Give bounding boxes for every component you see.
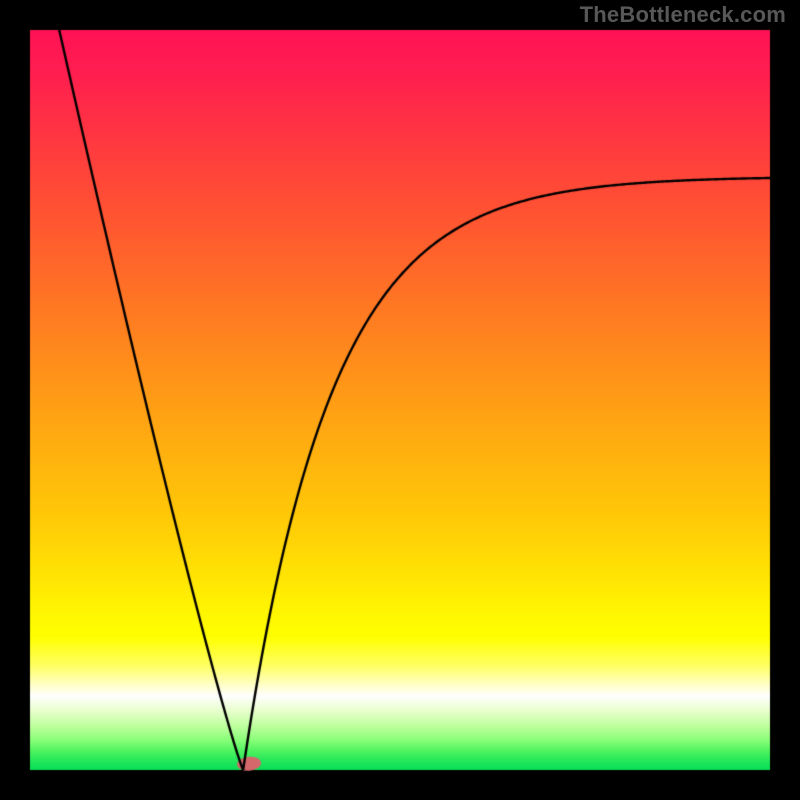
watermark-text: TheBottleneck.com bbox=[580, 2, 786, 28]
bottleneck-gradient-chart bbox=[0, 0, 800, 800]
